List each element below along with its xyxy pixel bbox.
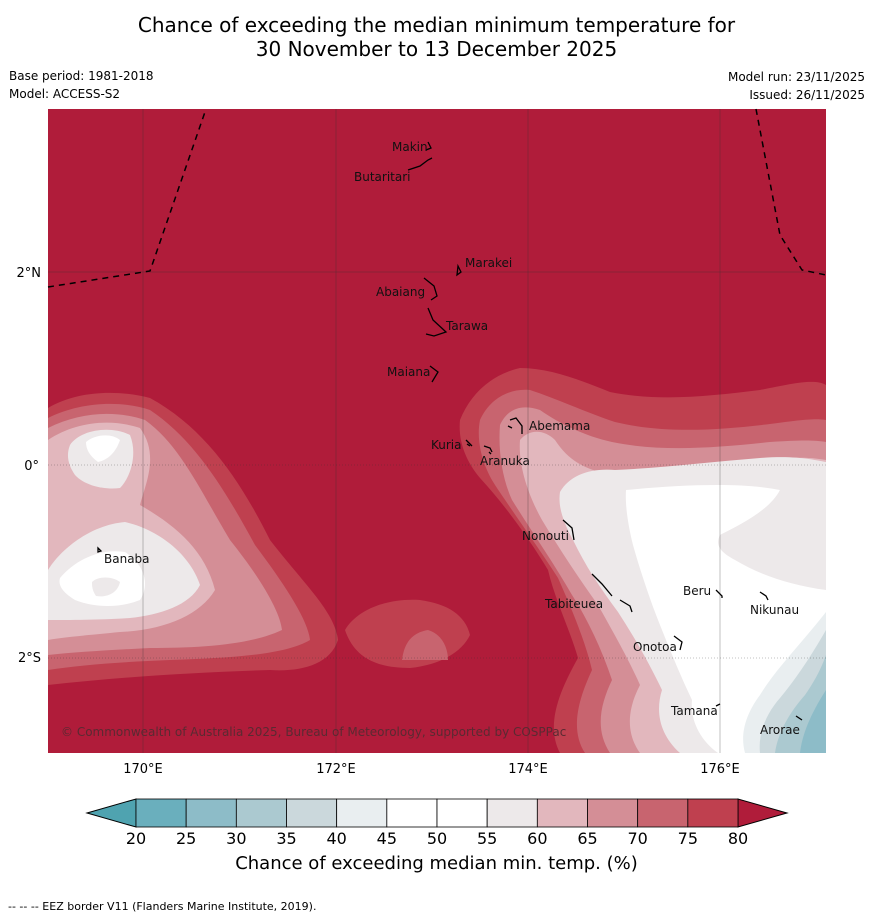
- islands: [97, 141, 803, 721]
- eez-border: [47, 108, 827, 288]
- lat-tick-equator: 0°: [24, 459, 39, 474]
- colorbar-tick-label: 70: [627, 829, 647, 848]
- label-nonouti: Nonouti: [522, 529, 569, 543]
- contour-west-55-core: [92, 577, 120, 597]
- colorbar-tick-label: 65: [577, 829, 597, 848]
- abaiang-outline: [423, 277, 438, 301]
- tamana-outline: [715, 703, 721, 707]
- lon-tick-170e: 170°E: [123, 762, 163, 777]
- contour-field: [48, 109, 826, 753]
- eez-border-east: [755, 108, 827, 276]
- nikunau-outline: [759, 591, 769, 601]
- colorbar-tick-label: 20: [126, 829, 146, 848]
- banaba-outline: [97, 546, 103, 553]
- kuria-outline: [465, 439, 473, 447]
- lon-tick-174e: 174°E: [508, 762, 548, 777]
- lon-tick-176e: 176°E: [700, 762, 740, 777]
- label-tamana: Tamana: [670, 704, 718, 718]
- onotoa-outline: [673, 635, 683, 651]
- label-tabiteuea: Tabiteuea: [544, 597, 603, 611]
- eez-border-west: [47, 108, 207, 288]
- colorbar-tick-label: 35: [276, 829, 296, 848]
- marakei-outline: [456, 263, 462, 277]
- label-beru: Beru: [683, 584, 711, 598]
- tarawa-outline: [425, 307, 448, 337]
- contour-east-30: [800, 690, 826, 753]
- model-run-date: Model run: 23/11/2025: [727, 70, 865, 84]
- label-onotoa: Onotoa: [633, 640, 677, 654]
- colorbar-label: Chance of exceeding median min. temp. (%…: [235, 853, 638, 874]
- label-maiana: Maiana: [387, 365, 430, 379]
- contour-east-55-tongue: [718, 487, 826, 590]
- lat-tick-2n: 2°N: [17, 266, 42, 281]
- label-makin: Makin: [392, 140, 428, 154]
- colorbar-segment: [436, 798, 488, 828]
- colorbar-segment: [687, 798, 739, 828]
- colorbar-segment: [386, 798, 438, 828]
- beru-outline: [715, 589, 723, 598]
- label-abaiang: Abaiang: [376, 285, 425, 299]
- model-name: Model: ACCESS-S2: [9, 87, 121, 101]
- island-labels: Makin Butaritari Marakei Abaiang Tarawa …: [104, 140, 800, 737]
- label-aranuka: Aranuka: [480, 454, 530, 468]
- label-kuria: Kuria: [431, 438, 462, 452]
- colorbar-segment: [336, 798, 388, 828]
- map-title-line-2: 30 November to 13 December 2025: [255, 37, 618, 61]
- label-banaba: Banaba: [104, 552, 150, 566]
- lon-tick-172e: 172°E: [316, 762, 356, 777]
- colorbar: 20 25 30 35 40 45 50 55 60 65 70 75 80: [85, 798, 789, 848]
- aranuka-outline: [483, 445, 493, 455]
- label-butaritari: Butaritari: [354, 170, 411, 184]
- arorae-outline: [795, 715, 803, 721]
- colorbar-tick-label: 60: [527, 829, 547, 848]
- colorbar-segment: [135, 798, 187, 828]
- maiana-outline: [429, 365, 439, 383]
- label-tarawa: Tarawa: [445, 319, 488, 333]
- colorbar-segment: [637, 798, 689, 828]
- colorbar-segment: [486, 798, 538, 828]
- label-nikunau: Nikunau: [750, 603, 799, 617]
- copyright-notice: © Commonwealth of Australia 2025, Bureau…: [61, 725, 566, 739]
- issued-date: Issued: 26/11/2025: [749, 88, 865, 102]
- colorbar-segment: [185, 798, 237, 828]
- label-marakei: Marakei: [465, 256, 512, 270]
- colorbar-segment: [536, 798, 588, 828]
- tabiteuea-outline: [591, 573, 633, 613]
- label-arorae: Arorae: [760, 723, 800, 737]
- colorbar-under-triangle: [85, 798, 137, 828]
- contour-west-50-north: [86, 435, 120, 462]
- base-period: Base period: 1981-2018: [9, 69, 154, 83]
- axis-labels: 170°E 172°E 174°E 176°E 2°N 0° 2°S: [17, 266, 740, 777]
- eez-footer-note: -- -- -- EEZ border V11 (Flanders Marine…: [8, 900, 317, 913]
- label-abemama: Abemama: [529, 419, 590, 433]
- graticule: [48, 109, 826, 753]
- colorbar-tick-label: 50: [427, 829, 447, 848]
- colorbar-tick-label: 55: [477, 829, 497, 848]
- colorbar-tick-label: 80: [728, 829, 748, 848]
- colorbar-over-triangle: [737, 798, 789, 828]
- colorbar-tick-label: 25: [176, 829, 196, 848]
- colorbar-segment: [587, 798, 639, 828]
- colorbar-segment: [286, 798, 338, 828]
- colorbar-tick-label: 40: [326, 829, 346, 848]
- lat-tick-2s: 2°S: [18, 651, 41, 666]
- contour-central-70: [402, 630, 448, 660]
- colorbar-tick-label: 45: [377, 829, 397, 848]
- nonouti-outline: [562, 519, 575, 541]
- colorbar-segment: [235, 798, 287, 828]
- colorbar-tick-label: 30: [226, 829, 246, 848]
- butaritari-outline: [407, 157, 433, 171]
- makin-outline: [425, 141, 432, 151]
- map-title-line-1: Chance of exceeding the median minimum t…: [137, 13, 736, 37]
- abemama-outline: [507, 417, 523, 434]
- colorbar-tick-label: 75: [678, 829, 698, 848]
